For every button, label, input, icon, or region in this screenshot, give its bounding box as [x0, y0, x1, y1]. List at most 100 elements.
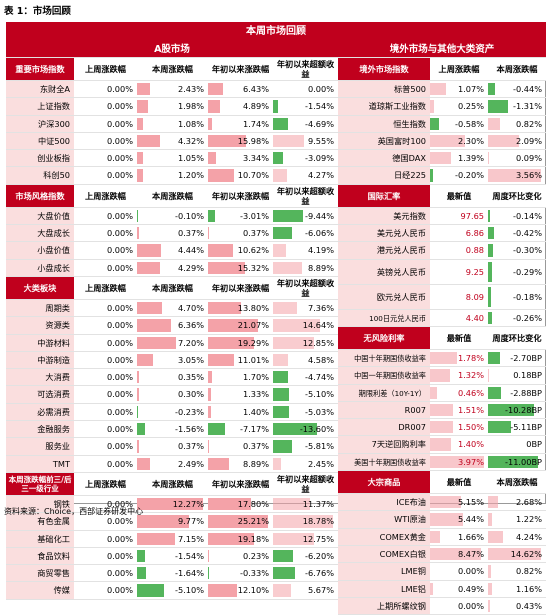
cell-text: TMT: [52, 458, 70, 469]
section-title: 大类板块: [6, 276, 74, 299]
table-row: 中国十年期国债收益率 1.78% -2.70BP: [338, 349, 546, 368]
cell-text: -0.42%: [513, 228, 542, 239]
value-bar: [273, 152, 283, 165]
value-cell: 0.46%: [430, 385, 488, 401]
cell-text: 6.43%: [242, 84, 269, 94]
section-header: 境外市场指数 上周涨跌幅 本周涨跌幅: [338, 58, 546, 81]
value-cell: 5.44%: [430, 511, 488, 527]
cell-text: 美元指数: [393, 210, 426, 221]
value-bar: [273, 405, 290, 419]
cell-text: 0.00%: [106, 262, 133, 273]
value-cell: 0.00%: [430, 598, 488, 614]
value-bar: [273, 423, 317, 436]
value-cell: 1.78%: [430, 350, 488, 366]
value-cell: 0.00%: [74, 81, 137, 97]
cell-text: 食品饮料: [37, 550, 70, 561]
value-bar: [208, 152, 216, 165]
value-bar: [137, 405, 139, 419]
table-row: 中国一年期国债收益率 1.32% 0.18BP: [338, 367, 546, 385]
cell-text: 0.00%: [106, 118, 133, 129]
value-cell: 7.36%: [273, 300, 338, 316]
table-row: 中证500 0.00% 4.32% 15.98% 9.55%: [6, 132, 338, 151]
value-bar: [430, 530, 440, 543]
value-bar: [488, 244, 493, 257]
value-bar: [137, 336, 176, 349]
cell-text: 标普500: [393, 84, 426, 94]
value-bar: [208, 423, 226, 436]
cell-text: 欧元兑人民币: [376, 291, 426, 302]
value-bar: [208, 83, 224, 96]
table-row: 金融服务 0.00% -1.56% -7.17% -13.60%: [6, 421, 338, 439]
row-label: 服务业: [6, 438, 74, 455]
row-label: 上期所螺纹钢: [338, 597, 430, 615]
cell-text: 12.10%: [237, 585, 269, 596]
cell-text: 0.00%: [457, 600, 484, 611]
value-bar: [430, 100, 434, 113]
value-cell: 12.10%: [208, 582, 273, 598]
cell-text: 创业板指: [37, 153, 70, 164]
row-label: 周期类: [6, 299, 74, 317]
value-cell: 1.40%: [208, 404, 273, 420]
cell-text: 5.44%: [457, 514, 484, 525]
table-row: 钢铁 0.00% 12.27% 17.80% 11.37%: [6, 495, 338, 514]
value-bar: [273, 584, 292, 597]
value-cell: 12.85%: [273, 335, 338, 351]
section-title: 境外市场指数: [338, 58, 430, 80]
cell-text: 0.00%: [106, 228, 133, 239]
cell-text: -1.56%: [175, 424, 204, 435]
value-cell: 0.35%: [137, 369, 208, 385]
row-label: 美元指数: [338, 207, 430, 225]
cell-text: -5.10%: [305, 389, 334, 400]
cell-text: 0.43%: [515, 600, 542, 611]
value-bar: [488, 496, 498, 509]
value-cell: -5.03%: [273, 404, 338, 420]
cell-text: 25.21%: [237, 516, 269, 527]
value-bar: [273, 100, 278, 113]
value-bar: [208, 440, 209, 453]
value-cell: -2.70BP: [488, 350, 546, 366]
row-label: 沪深300: [6, 115, 74, 132]
value-bar: [137, 353, 154, 367]
row-label: 100日元兑人民币: [338, 309, 430, 326]
cell-text: 12.85%: [302, 337, 334, 348]
cell-text: 1.07%: [457, 84, 484, 94]
cell-text: 12.27%: [172, 498, 204, 509]
table-row: 可选消费 0.00% 0.30% 1.33% -5.10%: [6, 386, 338, 404]
column-header: 年初以来涨跌幅: [211, 64, 270, 74]
value-cell: 18.78%: [273, 513, 338, 529]
cell-text: 3.05%: [177, 354, 204, 365]
row-label: 美元兑人民币: [338, 225, 430, 242]
value-bar: [137, 549, 146, 563]
cell-text: LME铜: [401, 566, 426, 577]
value-bar: [208, 567, 209, 580]
value-cell: 3.05%: [137, 352, 208, 368]
row-label: 大消费: [6, 369, 74, 386]
value-bar: [137, 117, 143, 130]
value-cell: -4.69%: [273, 116, 338, 132]
value-cell: -6.76%: [273, 565, 338, 581]
value-cell: 0.30%: [137, 386, 208, 402]
cell-text: -6.76%: [305, 568, 334, 579]
cell-text: 0.49%: [457, 583, 484, 594]
cell-text: 1.20%: [177, 170, 204, 181]
cell-text: 中游材料: [37, 337, 70, 348]
row-label: 恒生指数: [338, 115, 430, 132]
cell-text: 0.37%: [242, 228, 269, 239]
value-cell: 0.49%: [430, 581, 488, 597]
column-header: 本周涨跌幅: [152, 282, 193, 293]
value-bar: [208, 100, 220, 113]
row-label: COMEX黄金: [338, 528, 430, 545]
table-row: 资源类 0.00% 6.36% 21.07% 14.64%: [6, 317, 338, 335]
section-title: 市场风格指数: [6, 184, 74, 207]
value-cell: 11.37%: [273, 496, 338, 512]
cell-text: 100日元兑人民币: [369, 313, 426, 323]
table-row: 标普500 1.07% -0.44%: [338, 81, 546, 99]
row-label: 金融服务: [6, 421, 74, 438]
cell-text: 6.36%: [177, 320, 204, 331]
value-bar: [488, 209, 491, 223]
column-header: 最新值: [446, 190, 472, 201]
value-bar: [137, 100, 148, 113]
cell-text: 资源类: [45, 320, 70, 331]
value-cell: 15.98%: [208, 133, 273, 149]
cell-text: 0.00%: [106, 424, 133, 435]
